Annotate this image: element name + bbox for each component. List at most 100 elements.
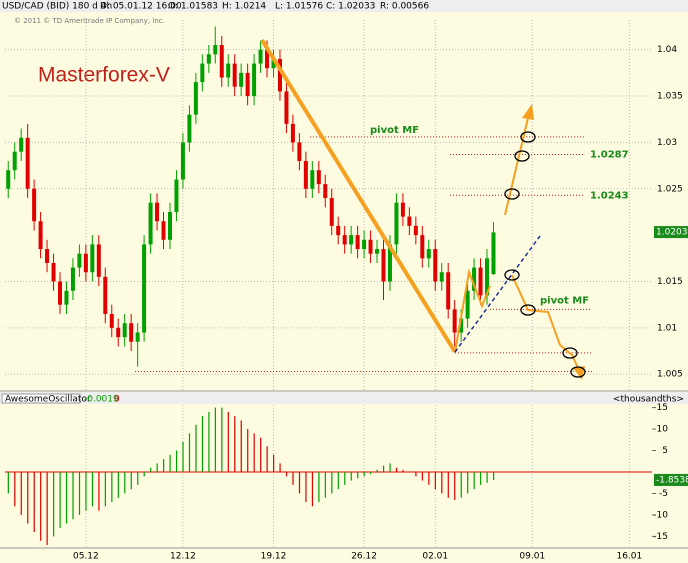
bar <box>175 450 178 472</box>
trend-line <box>260 38 457 354</box>
bar <box>137 471 139 485</box>
candle-body <box>265 49 270 69</box>
candle-body <box>116 327 121 338</box>
bar-low: L: 1.01576 <box>275 2 323 12</box>
candle-body <box>381 249 386 282</box>
y-tick-label: 5 <box>662 446 668 456</box>
candle-body <box>433 249 438 282</box>
bar <box>130 471 132 490</box>
y-tick-label: 1.015 <box>657 277 683 287</box>
bar <box>454 471 456 500</box>
price-panel: 1.005 1.01 1.015 1.025 1.03 1.035 1.04 pivot MF… <box>5 20 688 390</box>
copyright: © 2011 © TD Ameritrade IP Company, Inc. <box>14 17 165 25</box>
marker <box>504 269 520 281</box>
candle-body <box>290 123 295 143</box>
bar <box>305 471 307 503</box>
marker <box>570 366 586 378</box>
osc-header <box>0 392 688 404</box>
bar <box>163 459 165 472</box>
candle-body <box>200 63 205 83</box>
bar <box>247 429 249 472</box>
level-label: pivot MF <box>540 295 589 306</box>
candle-body <box>129 323 134 342</box>
bar <box>298 471 301 494</box>
zigzag <box>454 268 491 353</box>
bar <box>72 471 74 520</box>
bar <box>85 471 87 511</box>
candle-body <box>349 235 354 245</box>
candle-body <box>452 309 457 333</box>
candle-body <box>323 184 328 199</box>
bar <box>260 437 262 472</box>
bar <box>415 471 417 477</box>
bar <box>331 471 333 494</box>
osc-title: AwesomeOscillator <box>5 395 91 405</box>
bar <box>492 471 495 480</box>
bar <box>486 471 488 483</box>
drawings <box>260 38 586 380</box>
marker <box>520 304 536 316</box>
candle-body <box>491 232 496 275</box>
bar <box>227 411 229 472</box>
bar <box>421 471 424 481</box>
bar <box>467 471 469 494</box>
level-label: pivot MF <box>370 125 419 136</box>
candle-body <box>180 142 185 180</box>
y-tick-label: 1.04 <box>657 45 677 55</box>
candle-body <box>316 170 321 185</box>
candle-body <box>446 272 451 310</box>
marker <box>562 347 578 359</box>
candle-body <box>45 249 50 263</box>
candle-body <box>342 235 347 245</box>
candle-body <box>90 244 95 273</box>
bar <box>150 467 152 472</box>
bar <box>337 471 339 490</box>
candle-body <box>400 202 405 217</box>
last-value-box <box>654 473 688 486</box>
candle-body <box>155 202 160 222</box>
bar <box>350 471 352 481</box>
candle-body <box>413 225 418 236</box>
channel-line <box>454 235 541 353</box>
candle-body <box>135 332 140 342</box>
candle-body <box>96 244 101 277</box>
bar <box>389 463 391 472</box>
candle-body <box>142 244 147 333</box>
marker <box>504 188 520 200</box>
chart-title: Masterforex-V <box>38 64 170 87</box>
y-tick-label: -5 <box>659 489 668 499</box>
candle-body <box>355 235 360 250</box>
bar <box>104 471 106 507</box>
bar <box>182 441 184 472</box>
candle-body <box>297 142 302 161</box>
last-price-label: 1.02033 <box>656 228 688 238</box>
candle-body <box>148 202 153 245</box>
candle-body <box>109 313 114 328</box>
bar <box>40 471 42 541</box>
candle-body <box>51 262 56 282</box>
bar <box>78 471 81 515</box>
bar <box>46 471 48 545</box>
bar <box>292 471 294 485</box>
x-tick-label: 05.12 <box>73 552 99 562</box>
header-bar <box>0 0 688 12</box>
bar <box>117 471 119 498</box>
candle-body <box>465 290 470 319</box>
bar-open: O: 1.01583 <box>168 2 218 12</box>
oscillator: -15 -10 -5 5 10 15 -1.8538 <box>5 403 688 548</box>
y-tick-label: 1.025 <box>657 184 683 194</box>
candle-body <box>77 253 82 268</box>
bar-high: H: 1.0214 <box>222 2 266 12</box>
y-tick-label: 1.03 <box>657 138 677 148</box>
bar <box>434 471 436 490</box>
candle-body <box>478 267 483 296</box>
bar <box>402 469 404 472</box>
y-tick-label: 10 <box>657 425 669 435</box>
candle-body <box>375 249 380 254</box>
y-tick-label: 15 <box>657 403 668 413</box>
candle-body <box>310 170 315 189</box>
candle-body <box>122 323 127 338</box>
bar <box>273 454 275 472</box>
